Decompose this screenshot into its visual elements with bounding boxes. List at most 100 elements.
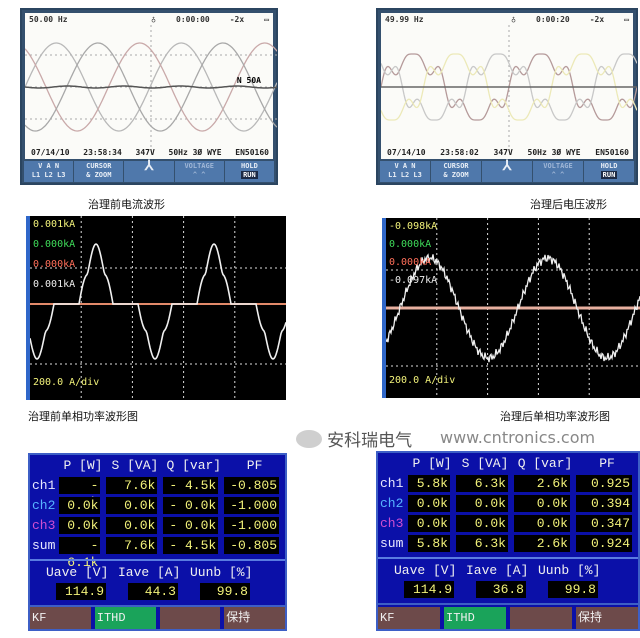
zoom-level: -2x [589,14,605,24]
column-header: Q [var] [517,455,573,471]
column-header: P [W] [63,457,103,473]
softkey-channel[interactable]: V A N L1 L2 L3 [24,161,74,182]
sum-value: -0.097kA [389,275,438,286]
table-row: ch3 0.0k 0.0k 0.0k 0.347 [378,513,638,533]
softkey-voltage[interactable]: VOLTAGE ^ ^ [533,161,583,182]
avg-value: 114.9 [404,581,454,598]
ch1-value: -0.098kA [389,221,438,232]
watermark: 安科瑞电气 [296,426,412,451]
softkey-2[interactable] [510,607,572,629]
waveform-plot [386,218,640,398]
wechat-icon [296,429,322,448]
value-q: - 4.5k [163,476,219,494]
value-s: 7.6k [106,536,158,554]
caption-before-power: 治理前单相功率波形图 [28,410,138,423]
softkey-3[interactable]: 保持 [576,607,638,629]
neutral-trace [25,85,277,89]
scope-header: 50.00 Hz ♁ 0:00:00 -2x ▭ [29,13,269,25]
ch2-value: 0.000kA [389,239,432,250]
sum-value: 0.001kA [33,279,76,290]
channel-label: ch2 [380,495,404,511]
avg-header: Iave [A] [466,563,529,578]
channel-label: ch1 [380,475,404,491]
scope-header: 49.99 Hz ♁ 0:00:20 -2x ▭ [385,13,629,25]
scope-screen: 50.00 Hz ♁ 0:00:00 -2x ▭ N 50A 07/14/10 23:58… [25,13,277,159]
phasor-icon: ⅄ [144,158,154,174]
channel-label: sum [32,537,56,553]
value-pf: 0.394 [576,494,632,512]
value-q: 0.0k [514,494,570,512]
softkey-3[interactable]: 保持 [224,607,285,629]
softkey-phasor[interactable]: ⅄ [124,158,174,182]
table-row: ch1 5.8k 6.3k 2.6k 0.925 [378,473,638,493]
softkey-phasor[interactable]: ⅄ [482,158,532,182]
softkey-0[interactable]: KF [378,607,440,629]
value-s: 0.0k [106,496,158,514]
table-row: ch2 0.0k 0.0k 0.0k 0.394 [378,493,638,513]
softkey-2[interactable] [159,607,221,629]
table-row: ch2 0.0k 0.0k - 0.0k -1.000 [30,495,285,515]
value-pf: -0.805 [224,476,279,494]
avg-value: 114.9 [56,583,106,600]
waveform-plot [381,25,637,151]
value-pf: -1.000 [224,516,279,534]
ch3-value: 0.000kA [33,259,76,270]
waveform-plot [30,216,286,400]
value-s: 7.6k [106,476,158,494]
value-q: 0.0k [514,514,570,532]
softkey-1[interactable]: ITHD [94,607,156,629]
column-header: PF [246,457,263,473]
power-trace [30,243,286,360]
value-p: 5.8k [408,474,450,492]
softkey-hold-run[interactable]: HOLD RUN [224,161,275,182]
scale-label: 200.0 A/div [389,375,456,386]
column-header: PF [599,455,615,471]
value-s: 6.3k [456,534,508,552]
value-s: 0.0k [456,514,508,532]
power-table-after: P [W] S [VA] Q [var] PF ch1 5.8k 6.3k 2.6k 0.925… [376,451,640,631]
phase-current-trace [25,42,277,132]
avg-value: 36.8 [476,581,526,598]
softkey-voltage[interactable]: VOLTAGE ^ ^ [174,161,224,182]
softkey-hold-run[interactable]: HOLD RUN [584,161,634,182]
softkey-cursor-zoom[interactable]: CURSOR & ZOOM [74,161,124,182]
ch2-value: 0.000kA [33,239,76,250]
avg-header: Iave [A] [118,565,181,580]
value-p: 0.0k [408,514,450,532]
softkey-channel[interactable]: V A N L1 L2 L3 [380,161,430,182]
softkey-1[interactable]: ITHD [444,607,506,629]
channel-label: ch1 [32,477,56,493]
phasor-icon: ⅄ [502,158,512,174]
scale-label: 200.0 A/div [33,377,100,388]
power-wave-before: 0.001kA 0.000kA 0.000kA 0.001kA 200.0 A/… [26,216,286,400]
channel-label: ch3 [32,517,56,533]
caption-after-power: 治理后单相功率波形图 [500,410,610,423]
channel-label: ch3 [380,515,404,531]
zoom-level: -2x [229,14,245,24]
table-row: ch3 0.0k 0.0k - 0.0k -1.000 [30,515,285,535]
avg-header: Uunb [%] [538,563,601,578]
status-line: 07/14/10 23:58:02 347V 50Hz 3Ø WYE EN50160 [387,148,629,157]
value-p: 0.0k [59,516,101,534]
battery-icon: ▭ [624,14,629,24]
value-p: - 6.1k [59,536,101,570]
softkey-0[interactable]: KF [30,607,91,629]
softkey-cursor-zoom[interactable]: CURSOR & ZOOM [431,161,481,182]
neutral-marker: N 50A [236,76,261,85]
divider [378,603,638,605]
watermark-url: www.cntronics.com [440,428,596,447]
battery-icon: ▭ [264,14,269,24]
avg-header: Uunb [%] [190,565,253,580]
channel-label: sum [380,535,404,551]
elapsed-time: 0:00:00 [176,14,210,24]
column-header: P [W] [412,455,452,471]
caption-after-voltage: 治理后电压波形 [530,198,607,211]
value-s: 6.3k [456,474,508,492]
value-p: 5.8k [408,534,450,552]
table-header: P [W] S [VA] Q [var] PF [30,455,285,475]
scope-after-voltage: 49.99 Hz ♁ 0:00:20 -2x ▭ 07/14/10 23:58:02 347… [376,8,638,185]
value-q: 2.6k [514,534,570,552]
status-line: 07/14/10 23:58:34 347V 50Hz 3Ø WYE EN50160 [31,148,269,157]
divider [378,557,638,559]
